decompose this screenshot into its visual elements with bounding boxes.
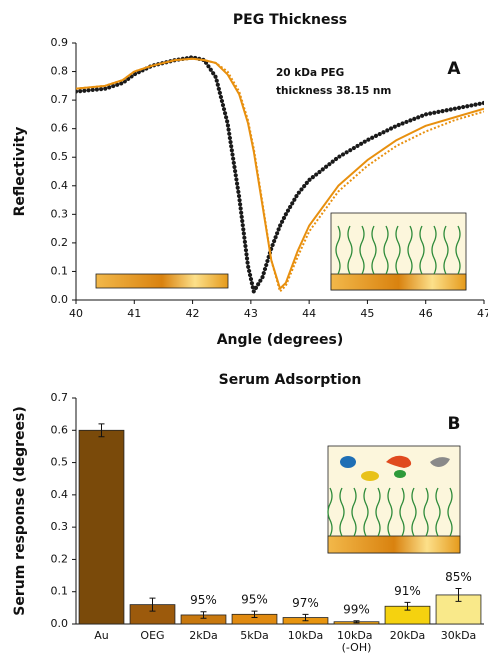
- x-tick-label: 5kDa: [240, 629, 269, 642]
- y-tick-label: 0.5: [51, 150, 69, 163]
- x-axis-label: Angle (degrees): [217, 332, 344, 348]
- x-tick-label: 42: [186, 307, 200, 320]
- chart-title: Serum Adsorption: [219, 372, 362, 388]
- y-tick-label: 0.4: [51, 179, 69, 192]
- annotation: thickness 38.15 nm: [276, 85, 391, 97]
- percent-label: 85%: [445, 570, 472, 584]
- peg-inset: [330, 212, 467, 291]
- y-tick-label: 0.5: [51, 456, 69, 469]
- y-tick-label: 0.4: [51, 488, 69, 501]
- percent-label: 97%: [292, 596, 319, 610]
- percent-label: 95%: [241, 593, 268, 607]
- error-bar: [455, 587, 462, 602]
- x-tick-label: 20kDa: [390, 629, 426, 642]
- y-tick-label: 0.0: [51, 617, 69, 630]
- panel-label: A: [447, 59, 461, 79]
- chart-title: PEG Thickness: [233, 12, 347, 28]
- x-tick-label: 30kDa: [441, 629, 477, 642]
- error-bar: [353, 620, 360, 624]
- y-tick-label: 0.0: [51, 293, 69, 306]
- x-tick-label: 10kDa (-OH): [337, 629, 376, 654]
- error-bar: [251, 610, 258, 619]
- x-tick-label: OEG: [140, 629, 164, 642]
- serum-inset: [327, 445, 461, 554]
- error-bar: [98, 423, 105, 438]
- y-tick-label: 0.2: [51, 552, 69, 565]
- y-tick-label: 0.6: [51, 423, 69, 436]
- series-line: [76, 57, 484, 293]
- x-tick-label: 47: [477, 307, 488, 320]
- x-tick-label: 2kDa: [189, 629, 218, 642]
- y-tick-label: 0.8: [51, 65, 69, 78]
- panel-label: B: [448, 414, 461, 434]
- x-tick-label: Au: [94, 629, 109, 642]
- annotation: 20 kDa PEG: [276, 67, 344, 79]
- error-bar: [149, 597, 156, 612]
- y-tick-label: 0.3: [51, 520, 69, 533]
- y-tick-label: 0.1: [51, 264, 69, 277]
- x-tick-label: 44: [302, 307, 316, 320]
- error-bar: [200, 611, 207, 619]
- y-tick-label: 0.7: [51, 391, 69, 404]
- percent-label: 95%: [190, 593, 217, 607]
- gold-slab: [95, 273, 229, 289]
- y-axis-label: Serum response (degrees): [12, 406, 28, 616]
- y-tick-label: 0.2: [51, 236, 69, 249]
- error-bar: [404, 601, 411, 611]
- y-tick-label: 0.7: [51, 93, 69, 106]
- x-tick-label: 45: [360, 307, 374, 320]
- bar: [78, 429, 125, 625]
- x-tick-label: 46: [419, 307, 433, 320]
- y-tick-label: 0.6: [51, 122, 69, 135]
- y-tick-label: 0.3: [51, 207, 69, 220]
- x-tick-label: 43: [244, 307, 258, 320]
- y-tick-label: 0.9: [51, 36, 69, 49]
- error-bar: [302, 613, 309, 622]
- percent-label: 99%: [343, 602, 370, 616]
- y-tick-label: 0.1: [51, 585, 69, 598]
- x-tick-label: 41: [127, 307, 141, 320]
- x-tick-label: 40: [69, 307, 83, 320]
- y-axis-label: Reflectivity: [12, 127, 28, 217]
- percent-label: 91%: [394, 584, 421, 598]
- x-tick-label: 10kDa: [288, 629, 324, 642]
